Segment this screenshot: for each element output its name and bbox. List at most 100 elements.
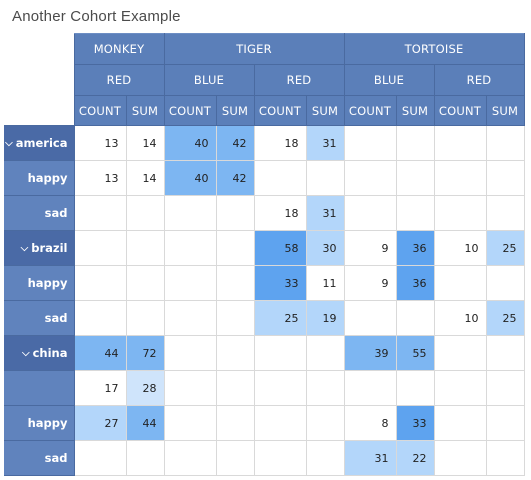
table-cell <box>485 265 525 301</box>
row-header-subgroup[interactable]: sad <box>4 300 75 336</box>
page-title: Another Cohort Example <box>12 8 181 25</box>
column-header-tiger-blue[interactable]: BLUE <box>163 64 255 96</box>
table-cell <box>433 125 487 161</box>
column-header-count[interactable]: COUNT <box>163 95 217 126</box>
table-row: ⌵ brazil 58 30 9 36 10 25 <box>4 230 525 266</box>
chevron-down-icon[interactable]: ⌵ <box>20 243 29 254</box>
column-header-sum[interactable]: SUM <box>215 95 255 126</box>
table-cell: 10 <box>433 230 487 266</box>
row-header-label: sad <box>44 451 68 465</box>
row-header-label: sad <box>44 206 68 220</box>
column-header-count[interactable]: COUNT <box>343 95 397 126</box>
row-header-label: brazil <box>31 241 68 255</box>
column-header-monkey-red[interactable]: RED <box>73 64 165 96</box>
chevron-down-icon[interactable]: ⌵ <box>5 138 13 149</box>
table-cell <box>395 370 435 406</box>
table-cell <box>343 125 397 161</box>
table-cell <box>433 405 487 441</box>
row-header-subgroup[interactable]: happy <box>4 405 75 441</box>
pivot-body: ⌵ america 13 14 40 42 18 31 happy 13 14 40 42 sad 18 31… <box>4 125 525 476</box>
table-row: ⌵ america 13 14 40 42 18 31 <box>4 125 525 161</box>
table-row: happy 27 44 8 33 <box>4 405 525 441</box>
table-cell <box>305 405 345 441</box>
table-cell: 18 <box>253 195 307 231</box>
row-header-group[interactable]: ⌵ brazil <box>4 230 75 266</box>
row-header-subgroup[interactable]: sad <box>4 195 75 231</box>
column-header-count[interactable]: COUNT <box>433 95 487 126</box>
table-cell: 8 <box>343 405 397 441</box>
row-header-label: happy <box>27 276 68 290</box>
row-header-subgroup[interactable]: sad <box>4 440 75 476</box>
table-row: sad 18 31 <box>4 195 525 231</box>
table-cell <box>73 230 127 266</box>
table-cell: 44 <box>125 405 165 441</box>
table-row: ⌵ china 44 72 39 55 <box>4 335 525 371</box>
table-cell <box>125 230 165 266</box>
table-cell <box>343 160 397 196</box>
table-cell <box>163 230 217 266</box>
table-cell: 14 <box>125 160 165 196</box>
table-cell <box>305 370 345 406</box>
column-header-tortoise-red[interactable]: RED <box>433 64 525 96</box>
table-cell <box>125 440 165 476</box>
table-cell <box>485 195 525 231</box>
table-cell <box>343 300 397 336</box>
table-cell <box>215 335 255 371</box>
column-header-tiger[interactable]: TIGER <box>163 33 345 65</box>
column-header-tiger-red[interactable]: RED <box>253 64 345 96</box>
table-cell <box>73 195 127 231</box>
table-cell <box>485 370 525 406</box>
row-header-subgroup[interactable]: happy <box>4 160 75 196</box>
corner-cell <box>4 33 74 65</box>
table-cell <box>433 265 487 301</box>
column-header-sum[interactable]: SUM <box>305 95 345 126</box>
row-header-group[interactable]: ⌵ china <box>4 335 75 371</box>
column-header-sum[interactable]: SUM <box>485 95 525 126</box>
row-header-group[interactable]: ⌵ america <box>4 125 75 161</box>
column-header-tortoise-blue[interactable]: BLUE <box>343 64 435 96</box>
table-cell <box>433 440 487 476</box>
table-cell <box>433 160 487 196</box>
table-cell: 44 <box>73 335 127 371</box>
corner-cell <box>4 95 74 126</box>
table-cell <box>215 195 255 231</box>
row-header-label: sad <box>44 311 68 325</box>
table-cell <box>253 370 307 406</box>
column-header-tortoise[interactable]: TORTOISE <box>343 33 525 65</box>
column-header-sum[interactable]: SUM <box>395 95 435 126</box>
table-row: sad 25 19 10 25 <box>4 300 525 336</box>
corner-cell <box>4 64 74 96</box>
table-cell <box>485 335 525 371</box>
table-cell <box>433 335 487 371</box>
table-cell: 14 <box>125 125 165 161</box>
column-header-monkey[interactable]: MONKEY <box>73 33 165 65</box>
table-cell <box>163 405 217 441</box>
chevron-down-icon[interactable]: ⌵ <box>22 348 30 359</box>
column-header-row-color: RED BLUE RED BLUE RED <box>4 64 525 96</box>
table-cell: 33 <box>253 265 307 301</box>
table-cell: 9 <box>343 265 397 301</box>
table-cell: 25 <box>485 230 525 266</box>
pivot-table: MONKEY TIGER TORTOISE RED BLUE RED BLUE … <box>4 33 525 476</box>
table-row: happy 13 14 40 42 <box>4 160 525 196</box>
table-cell: 17 <box>73 370 127 406</box>
table-cell: 18 <box>253 125 307 161</box>
table-cell: 19 <box>305 300 345 336</box>
row-header-label: china <box>32 346 68 360</box>
column-header-count[interactable]: COUNT <box>73 95 127 126</box>
table-cell: 58 <box>253 230 307 266</box>
table-cell <box>343 370 397 406</box>
row-header-subgroup[interactable]: happy <box>4 265 75 301</box>
column-header-sum[interactable]: SUM <box>125 95 165 126</box>
table-cell <box>305 160 345 196</box>
table-cell <box>395 195 435 231</box>
column-header-count[interactable]: COUNT <box>253 95 307 126</box>
row-header-subgroup[interactable] <box>4 370 75 406</box>
table-cell: 25 <box>253 300 307 336</box>
table-row: happy 33 11 9 36 <box>4 265 525 301</box>
table-cell <box>125 195 165 231</box>
table-cell: 25 <box>485 300 525 336</box>
table-cell: 39 <box>343 335 397 371</box>
table-cell <box>215 300 255 336</box>
table-cell <box>485 125 525 161</box>
